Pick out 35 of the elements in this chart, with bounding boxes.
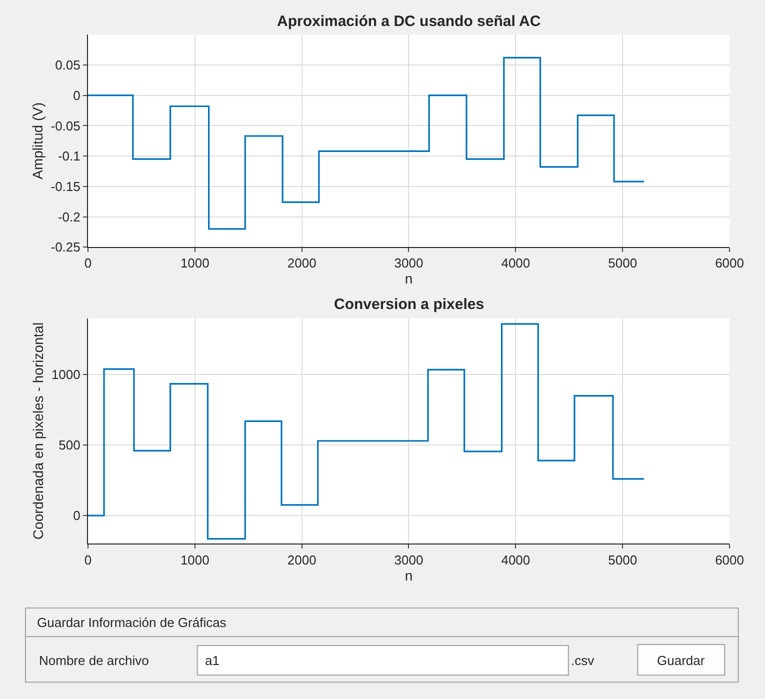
y-axis-title: Coordenada en pixeles - horizontal	[30, 322, 46, 540]
x-tick-label: 6000	[715, 552, 744, 568]
x-tick-label: 5000	[608, 552, 638, 568]
text: Guardar Información de Gráficas	[37, 615, 227, 630]
x-tick-label: 2000	[287, 552, 316, 568]
y-tick-label: -0.05	[50, 118, 80, 134]
y-tick-label: 0.05	[55, 58, 80, 73]
chart-title: Aproximación a DC usando señal AC	[277, 13, 541, 30]
y-tick-label: -0.2	[58, 209, 80, 224]
x-tick-label: 3000	[394, 552, 424, 568]
x-tick-label: 4000	[501, 256, 530, 271]
x-axis-title: n	[404, 270, 413, 287]
y-tick-label: -0.1	[58, 148, 80, 164]
y-tick-label: 0	[73, 508, 80, 524]
x-tick-label: 6000	[715, 256, 744, 271]
y-tick-label: -0.15	[50, 178, 80, 194]
x-tick-label: 0	[84, 256, 92, 271]
x-tick-label: 4000	[501, 552, 530, 568]
y-tick-label: 500	[58, 438, 80, 453]
chart-title: Conversion a pixeles	[334, 296, 484, 313]
x-tick-label: 1000	[180, 552, 210, 568]
text: a1	[205, 653, 220, 668]
x-axis-title: n	[404, 567, 413, 584]
text: Nombre de archivo	[39, 653, 149, 668]
x-tick-label: 1000	[180, 256, 210, 271]
x-tick-label: 5000	[608, 256, 638, 271]
y-axis-title: Amplitud (V)	[29, 102, 46, 180]
text: Guardar	[657, 653, 706, 668]
text: .csv	[571, 653, 595, 668]
x-tick-label: 3000	[394, 256, 424, 271]
x-tick-label: 0	[84, 552, 92, 568]
y-tick-label: 0	[73, 88, 80, 103]
x-tick-label: 2000	[287, 256, 316, 271]
y-tick-label: 1000	[51, 367, 80, 382]
y-tick-label: -0.25	[50, 240, 80, 255]
